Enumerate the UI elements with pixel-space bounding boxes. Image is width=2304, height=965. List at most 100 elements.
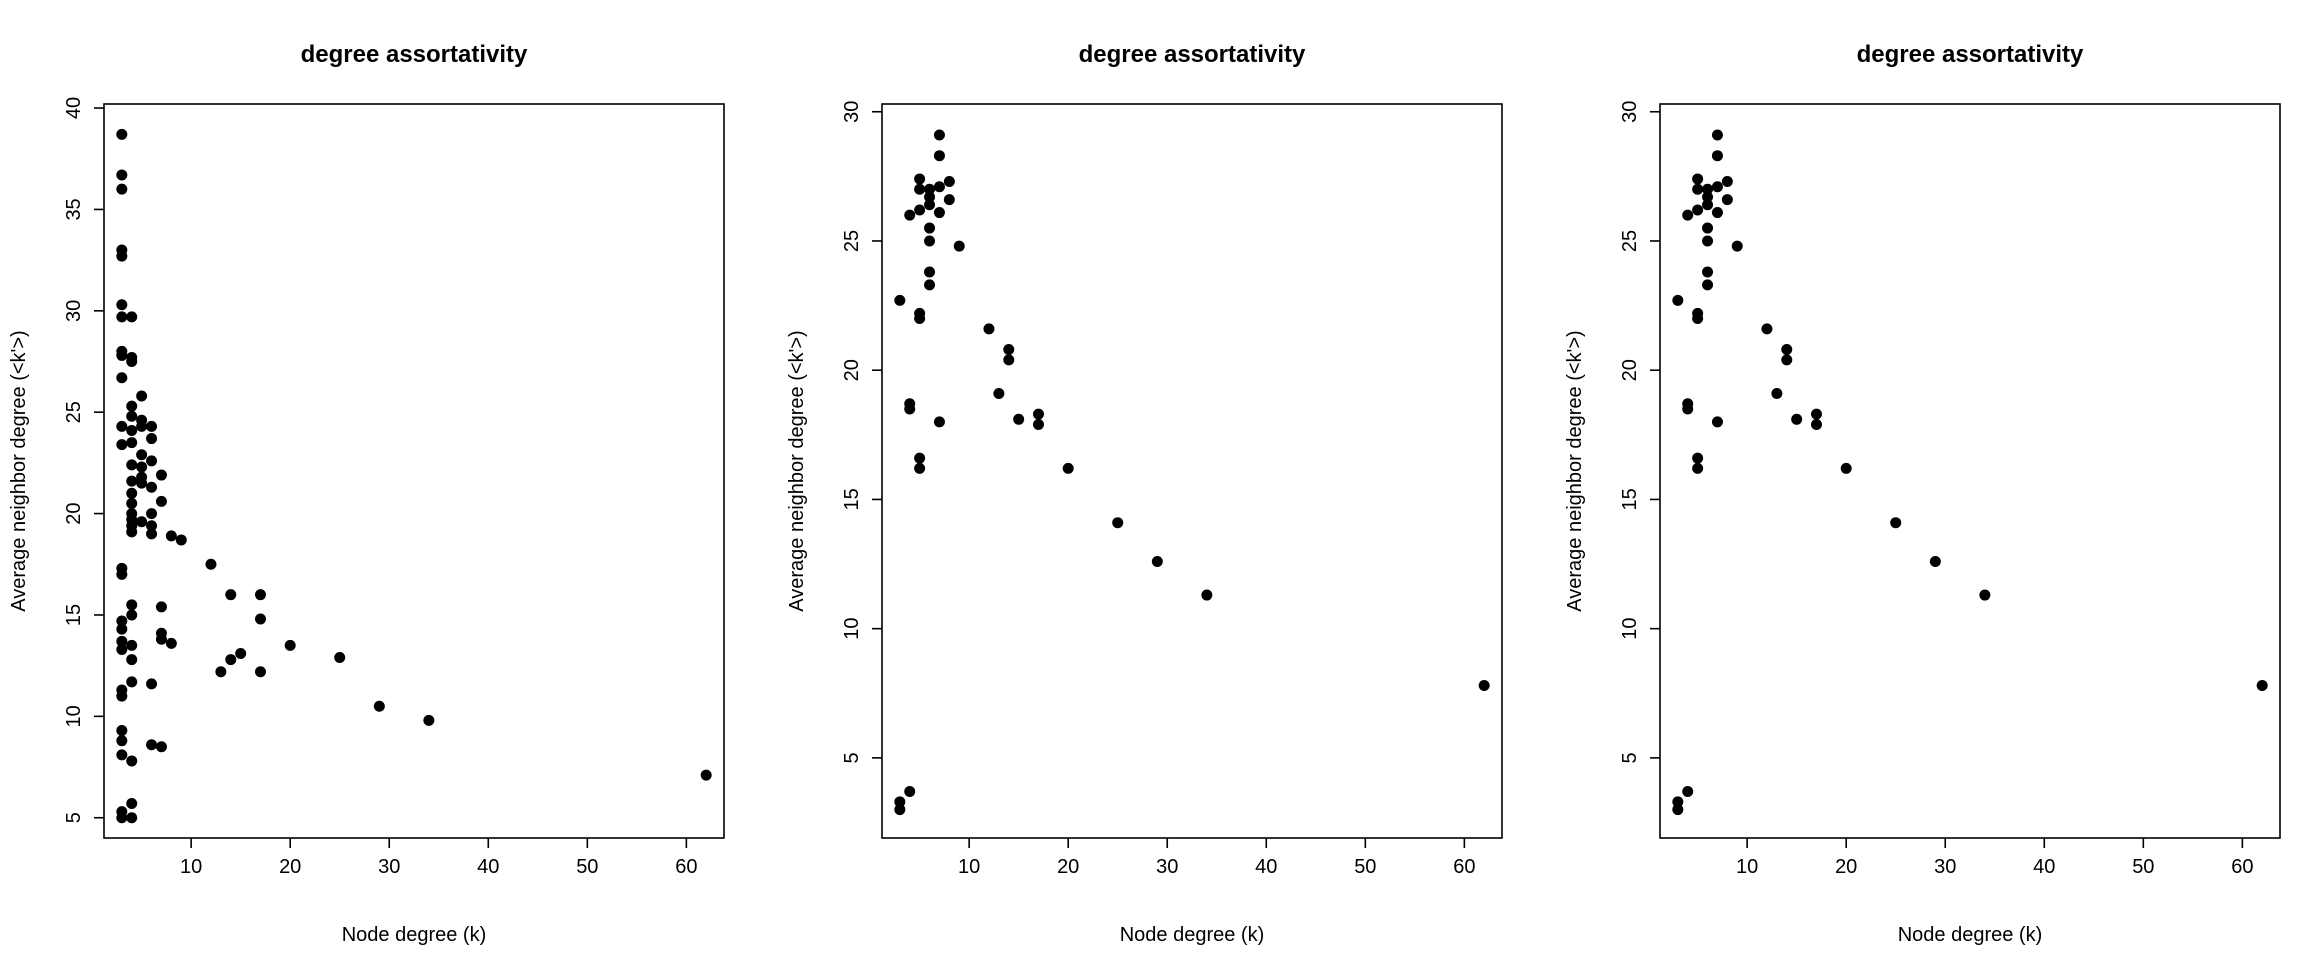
panel-1-y-tick-label: 15 (63, 604, 85, 626)
data-point (1711, 207, 1723, 219)
data-point (126, 356, 138, 368)
data-point (155, 495, 167, 507)
panel-3-x-axis-label: Node degree (k) (1898, 924, 2043, 946)
data-point (1151, 555, 1163, 567)
panel-1-x-axis-label: Node degree (k) (342, 924, 487, 946)
panel-1-y-tick-label: 25 (63, 401, 85, 423)
data-point (126, 639, 138, 651)
data-point (136, 461, 148, 473)
data-point (993, 387, 1005, 399)
data-point (126, 676, 138, 688)
panel-1-x-tick-label: 10 (180, 856, 202, 878)
data-point (146, 508, 158, 520)
data-point (1032, 408, 1044, 420)
data-point (1791, 413, 1803, 425)
panel-3-x-tick-label: 30 (1934, 856, 1956, 878)
data-point (116, 568, 128, 580)
data-point (225, 589, 237, 601)
scatter-panel-2: degree assortativity 10 20 30 40 50 60 5 10 15 2… (786, 41, 1503, 946)
data-point (1682, 403, 1694, 415)
data-point (146, 433, 158, 445)
panel-3-x-tick-label: 20 (1835, 856, 1857, 878)
data-point (116, 311, 128, 323)
panel-1-x-tick-label: 60 (675, 856, 697, 878)
data-point (1721, 176, 1733, 188)
panel-2-points (894, 129, 1490, 816)
data-point (1692, 204, 1704, 216)
data-point (116, 372, 128, 384)
data-point (136, 449, 148, 461)
data-point (1702, 199, 1714, 211)
panel-1-y-axis: 5 10 15 20 25 30 35 40 (63, 97, 104, 823)
data-point (116, 735, 128, 747)
data-point (933, 181, 945, 193)
data-point (1890, 517, 1902, 529)
data-point (943, 176, 955, 188)
data-point (116, 812, 128, 824)
data-point (933, 416, 945, 428)
panel-3-x-axis: 10 20 30 40 50 60 (1736, 838, 2253, 878)
data-point (116, 725, 128, 737)
panel-1-y-tick-label: 20 (63, 502, 85, 524)
panel-2-y-tick-label: 20 (841, 359, 863, 381)
panel-1-y-tick-label: 35 (63, 198, 85, 220)
data-point (126, 311, 138, 323)
panel-3-plot-frame (1659, 103, 2281, 839)
panel-1-x-tick-label: 50 (576, 856, 598, 878)
panel-1-points (116, 128, 712, 824)
data-point (1478, 680, 1490, 692)
data-point (254, 613, 266, 625)
data-point (126, 812, 138, 824)
panel-2-title: degree assortativity (1079, 41, 1306, 68)
data-point (924, 279, 936, 291)
panel-3-y-tick-label: 25 (1619, 230, 1641, 252)
data-point (165, 530, 177, 542)
panel-1-title: degree assortativity (301, 41, 528, 68)
panel-3-x-tick-label: 10 (1736, 856, 1758, 878)
data-point (983, 323, 995, 335)
data-point (116, 439, 128, 451)
data-point (146, 528, 158, 540)
data-point (373, 700, 385, 712)
data-point (1112, 517, 1124, 529)
data-point (700, 769, 712, 781)
data-point (254, 666, 266, 678)
data-point (136, 420, 148, 432)
data-point (126, 400, 138, 412)
data-point (146, 739, 158, 751)
data-point (225, 654, 237, 666)
data-point (126, 755, 138, 767)
data-point (116, 169, 128, 181)
data-point (155, 633, 167, 645)
data-point (116, 635, 128, 647)
data-point (136, 477, 148, 489)
panel-3-y-axis: 5 10 15 20 25 30 (1619, 101, 1660, 763)
data-point (1702, 279, 1714, 291)
data-point (116, 749, 128, 761)
data-point (1810, 418, 1822, 430)
panel-2-y-tick-label: 30 (841, 101, 863, 123)
data-point (1201, 589, 1213, 601)
data-point (126, 475, 138, 487)
data-point (953, 240, 965, 252)
data-point (116, 420, 128, 432)
data-point (914, 204, 926, 216)
data-point (1702, 191, 1714, 203)
data-point (1721, 194, 1733, 206)
panel-1-x-tick-label: 30 (378, 856, 400, 878)
data-point (1731, 240, 1743, 252)
data-point (126, 410, 138, 422)
data-point (126, 424, 138, 436)
data-point (116, 643, 128, 655)
data-point (1672, 796, 1684, 808)
data-point (423, 714, 435, 726)
data-point (914, 173, 926, 185)
data-point (1692, 313, 1704, 325)
panel-2-y-tick-label: 15 (841, 488, 863, 510)
data-point (1840, 462, 1852, 474)
data-point (904, 209, 916, 221)
data-point (1692, 462, 1704, 474)
panel-1-y-tick-label: 5 (63, 812, 85, 823)
panel-1-y-tick-label: 10 (63, 705, 85, 727)
